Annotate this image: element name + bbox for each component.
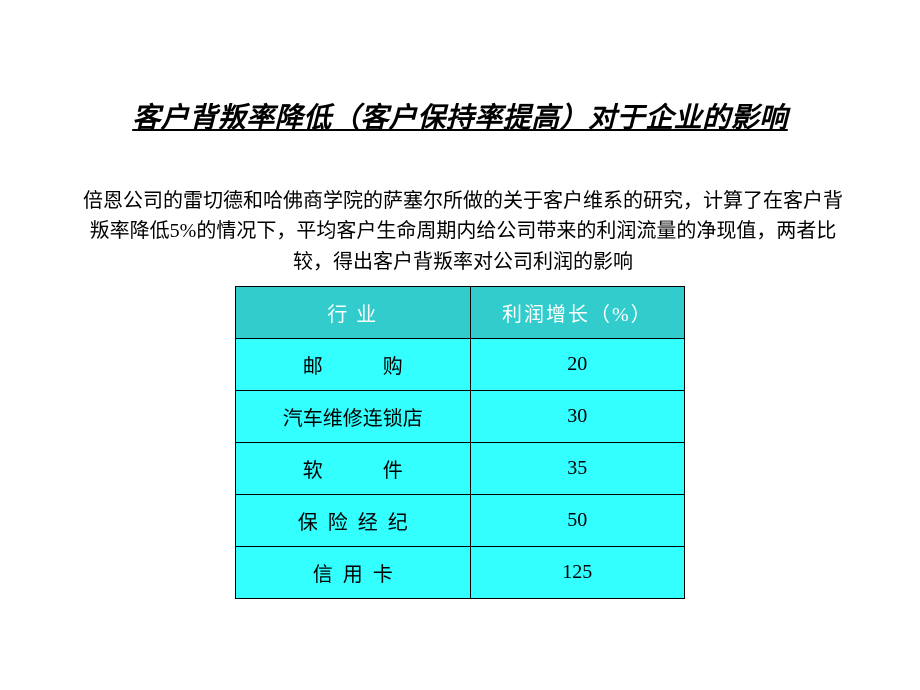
cell-industry: 信 用 卡 bbox=[236, 547, 471, 599]
table-header-row: 行 业 利润增长（%） bbox=[236, 287, 685, 339]
page-title: 客户背叛率降低（客户保持率提高）对于企业的影响 bbox=[0, 96, 920, 136]
col-header-profit-growth: 利润增长（%） bbox=[470, 287, 684, 339]
table-row: 保 险 经 纪 50 bbox=[236, 495, 685, 547]
table-row: 软 件 35 bbox=[236, 443, 685, 495]
table-row: 汽车维修连锁店 30 bbox=[236, 391, 685, 443]
cell-profit: 35 bbox=[470, 443, 684, 495]
cell-profit: 20 bbox=[470, 339, 684, 391]
cell-profit: 50 bbox=[470, 495, 684, 547]
table-row: 邮 购 20 bbox=[236, 339, 685, 391]
cell-profit: 125 bbox=[470, 547, 684, 599]
cell-profit: 30 bbox=[470, 391, 684, 443]
col-header-industry: 行 业 bbox=[236, 287, 471, 339]
description-paragraph: 倍恩公司的雷切德和哈佛商学院的萨塞尔所做的关于客户维系的研究，计算了在客户背叛率… bbox=[78, 186, 848, 277]
profit-table: 行 业 利润增长（%） 邮 购 20 汽车维修连锁店 30 软 件 35 保 险… bbox=[235, 286, 685, 599]
cell-industry: 邮 购 bbox=[236, 339, 471, 391]
table-row: 信 用 卡 125 bbox=[236, 547, 685, 599]
cell-industry: 汽车维修连锁店 bbox=[236, 391, 471, 443]
cell-industry: 保 险 经 纪 bbox=[236, 495, 471, 547]
cell-industry: 软 件 bbox=[236, 443, 471, 495]
